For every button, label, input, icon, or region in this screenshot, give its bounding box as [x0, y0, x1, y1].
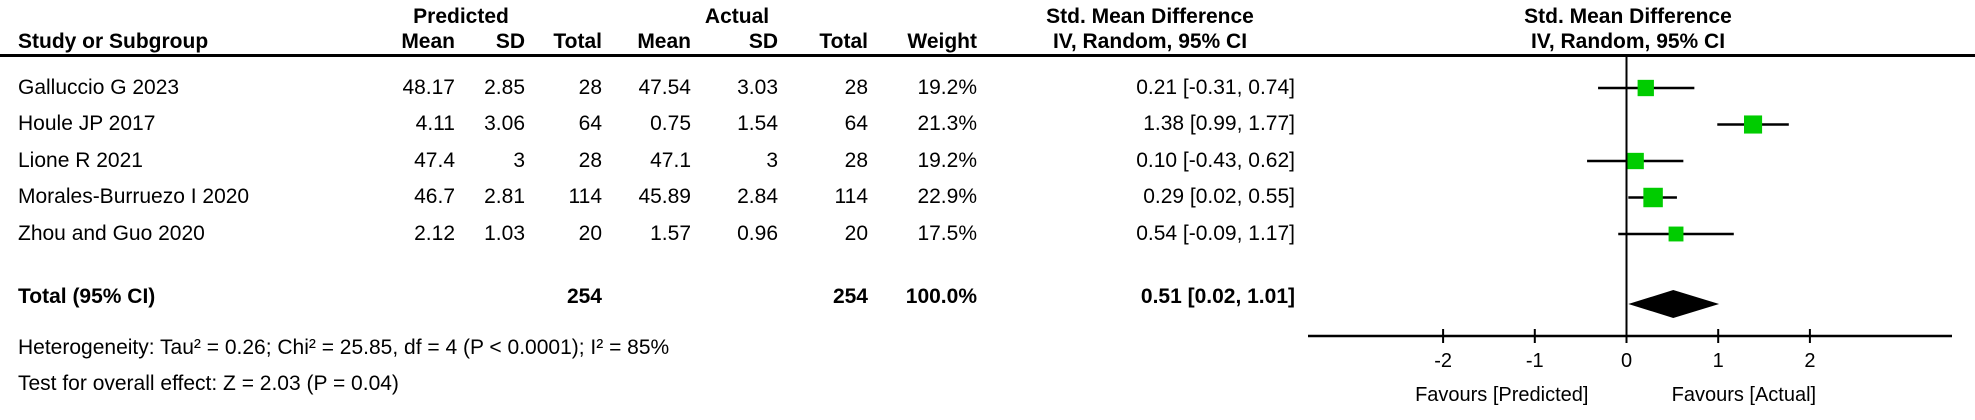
table-row: Morales-Burruezo I 2020 46.7 2.81 114 45… — [0, 184, 1975, 210]
favours-left-label: Favours [Predicted] — [1415, 384, 1588, 406]
study-smd-ci: 0.29 [0.02, 0.55] — [1143, 185, 1295, 208]
effect-square — [1668, 226, 1684, 242]
actual-mean: 47.54 — [638, 76, 691, 99]
group-header-predicted: Predicted — [413, 5, 509, 28]
predicted-sd: 2.85 — [484, 76, 525, 99]
total-predicted-n: 254 — [566, 285, 602, 308]
actual-mean: 45.89 — [638, 185, 691, 208]
predicted-mean: 47.4 — [414, 149, 455, 172]
actual-mean: 0.75 — [650, 112, 691, 135]
study-weight: 17.5% — [917, 222, 977, 245]
actual-total: 20 — [844, 222, 868, 245]
actual-total: 28 — [844, 76, 868, 99]
col-header-actual-sd: SD — [748, 30, 778, 53]
predicted-total: 114 — [568, 185, 602, 208]
predicted-total: 20 — [578, 222, 602, 245]
forest-plot: -2 -1 0 1 2 Favours [Predicted] Favours [Actua… — [1308, 57, 1952, 406]
col-header-actual-total: Total — [819, 30, 868, 53]
actual-sd: 3.03 — [737, 76, 778, 99]
predicted-sd: 1.03 — [484, 222, 525, 245]
smd-header-right: Std. Mean Difference — [1524, 5, 1732, 28]
actual-mean: 1.57 — [650, 222, 691, 245]
predicted-total: 28 — [578, 149, 602, 172]
predicted-mean: 46.7 — [414, 185, 455, 208]
study-name: Morales-Burruezo I 2020 — [18, 185, 250, 208]
study-name: Zhou and Guo 2020 — [18, 222, 205, 245]
actual-sd: 0.96 — [737, 222, 778, 245]
study-name: Houle JP 2017 — [18, 112, 156, 135]
total-diamond — [1628, 290, 1720, 318]
col-header-predicted-mean: Mean — [401, 30, 455, 53]
effect-square — [1637, 79, 1654, 97]
effect-square — [1743, 115, 1763, 134]
total-smd-ci: 0.51 [0.02, 1.01] — [1140, 285, 1295, 308]
header-group-row: Predicted Actual Std. Mean Difference St… — [0, 4, 1975, 30]
header-rule — [0, 54, 1975, 57]
study-weight: 19.2% — [917, 76, 977, 99]
actual-total: 114 — [834, 185, 868, 208]
predicted-sd: 3 — [513, 149, 525, 172]
smd-header-left: Std. Mean Difference — [1046, 5, 1254, 28]
col-header-actual-mean: Mean — [637, 30, 691, 53]
col-header-study: Study or Subgroup — [18, 30, 209, 53]
study-weight: 19.2% — [917, 149, 977, 172]
actual-total: 64 — [844, 112, 868, 135]
study-smd-ci: 0.10 [-0.43, 0.62] — [1136, 149, 1295, 172]
study-smd-ci: 1.38 [0.99, 1.77] — [1143, 112, 1295, 135]
total-label: Total (95% CI) — [18, 285, 156, 308]
study-smd-ci: 0.54 [-0.09, 1.17] — [1136, 222, 1295, 245]
study-name: Lione R 2021 — [18, 149, 143, 172]
effect-square — [1627, 152, 1644, 170]
x-axis-tick-label: 0 — [1621, 350, 1632, 372]
table-row: Lione R 2021 47.4 3 28 47.1 3 28 19.2% 0… — [0, 148, 1975, 174]
predicted-total: 64 — [578, 112, 602, 135]
x-axis-tick-label: -2 — [1434, 350, 1452, 372]
total-actual-n: 254 — [832, 285, 868, 308]
effect-square — [1643, 187, 1663, 208]
overall-effect-note: Test for overall effect: Z = 2.03 (P = 0… — [18, 372, 399, 395]
table-row: Galluccio G 2023 48.17 2.85 28 47.54 3.0… — [0, 75, 1975, 101]
col-header-method-right: IV, Random, 95% CI — [1530, 30, 1726, 53]
favours-right-label: Favours [Actual] — [1672, 384, 1817, 406]
col-header-predicted-total: Total — [553, 30, 602, 53]
predicted-sd: 2.81 — [484, 185, 525, 208]
total-weight: 100.0% — [905, 285, 977, 308]
x-axis-tick-label: -1 — [1526, 350, 1544, 372]
x-axis-tick-label: 2 — [1804, 350, 1815, 372]
study-weight: 22.9% — [917, 185, 977, 208]
col-header-method-left: IV, Random, 95% CI — [1052, 30, 1248, 53]
col-header-predicted-sd: SD — [495, 30, 525, 53]
actual-sd: 1.54 — [737, 112, 778, 135]
group-header-actual: Actual — [704, 5, 770, 28]
table-row: Houle JP 2017 4.11 3.06 64 0.75 1.54 64 … — [0, 111, 1975, 137]
actual-sd: 3 — [766, 149, 778, 172]
study-name: Galluccio G 2023 — [18, 76, 180, 99]
study-weight: 21.3% — [917, 112, 977, 135]
predicted-mean: 4.11 — [415, 112, 455, 135]
actual-mean: 47.1 — [650, 149, 691, 172]
table-row: Zhou and Guo 2020 2.12 1.03 20 1.57 0.96… — [0, 221, 1975, 247]
x-axis-tick-label: 1 — [1713, 350, 1724, 372]
study-smd-ci: 0.21 [-0.31, 0.74] — [1136, 76, 1295, 99]
predicted-total: 28 — [578, 76, 602, 99]
header-column-row: Study or Subgroup Mean SD Total Mean SD … — [0, 29, 1975, 55]
predicted-sd: 3.06 — [484, 112, 525, 135]
actual-sd: 2.84 — [737, 185, 778, 208]
predicted-mean: 48.17 — [402, 76, 455, 99]
col-header-weight: Weight — [907, 30, 977, 53]
predicted-mean: 2.12 — [414, 222, 455, 245]
total-row: Total (95% CI) 254 254 100.0% 0.51 [0.02… — [0, 284, 1975, 310]
actual-total: 28 — [844, 149, 868, 172]
heterogeneity-note: Heterogeneity: Tau² = 0.26; Chi² = 25.85… — [18, 336, 670, 359]
